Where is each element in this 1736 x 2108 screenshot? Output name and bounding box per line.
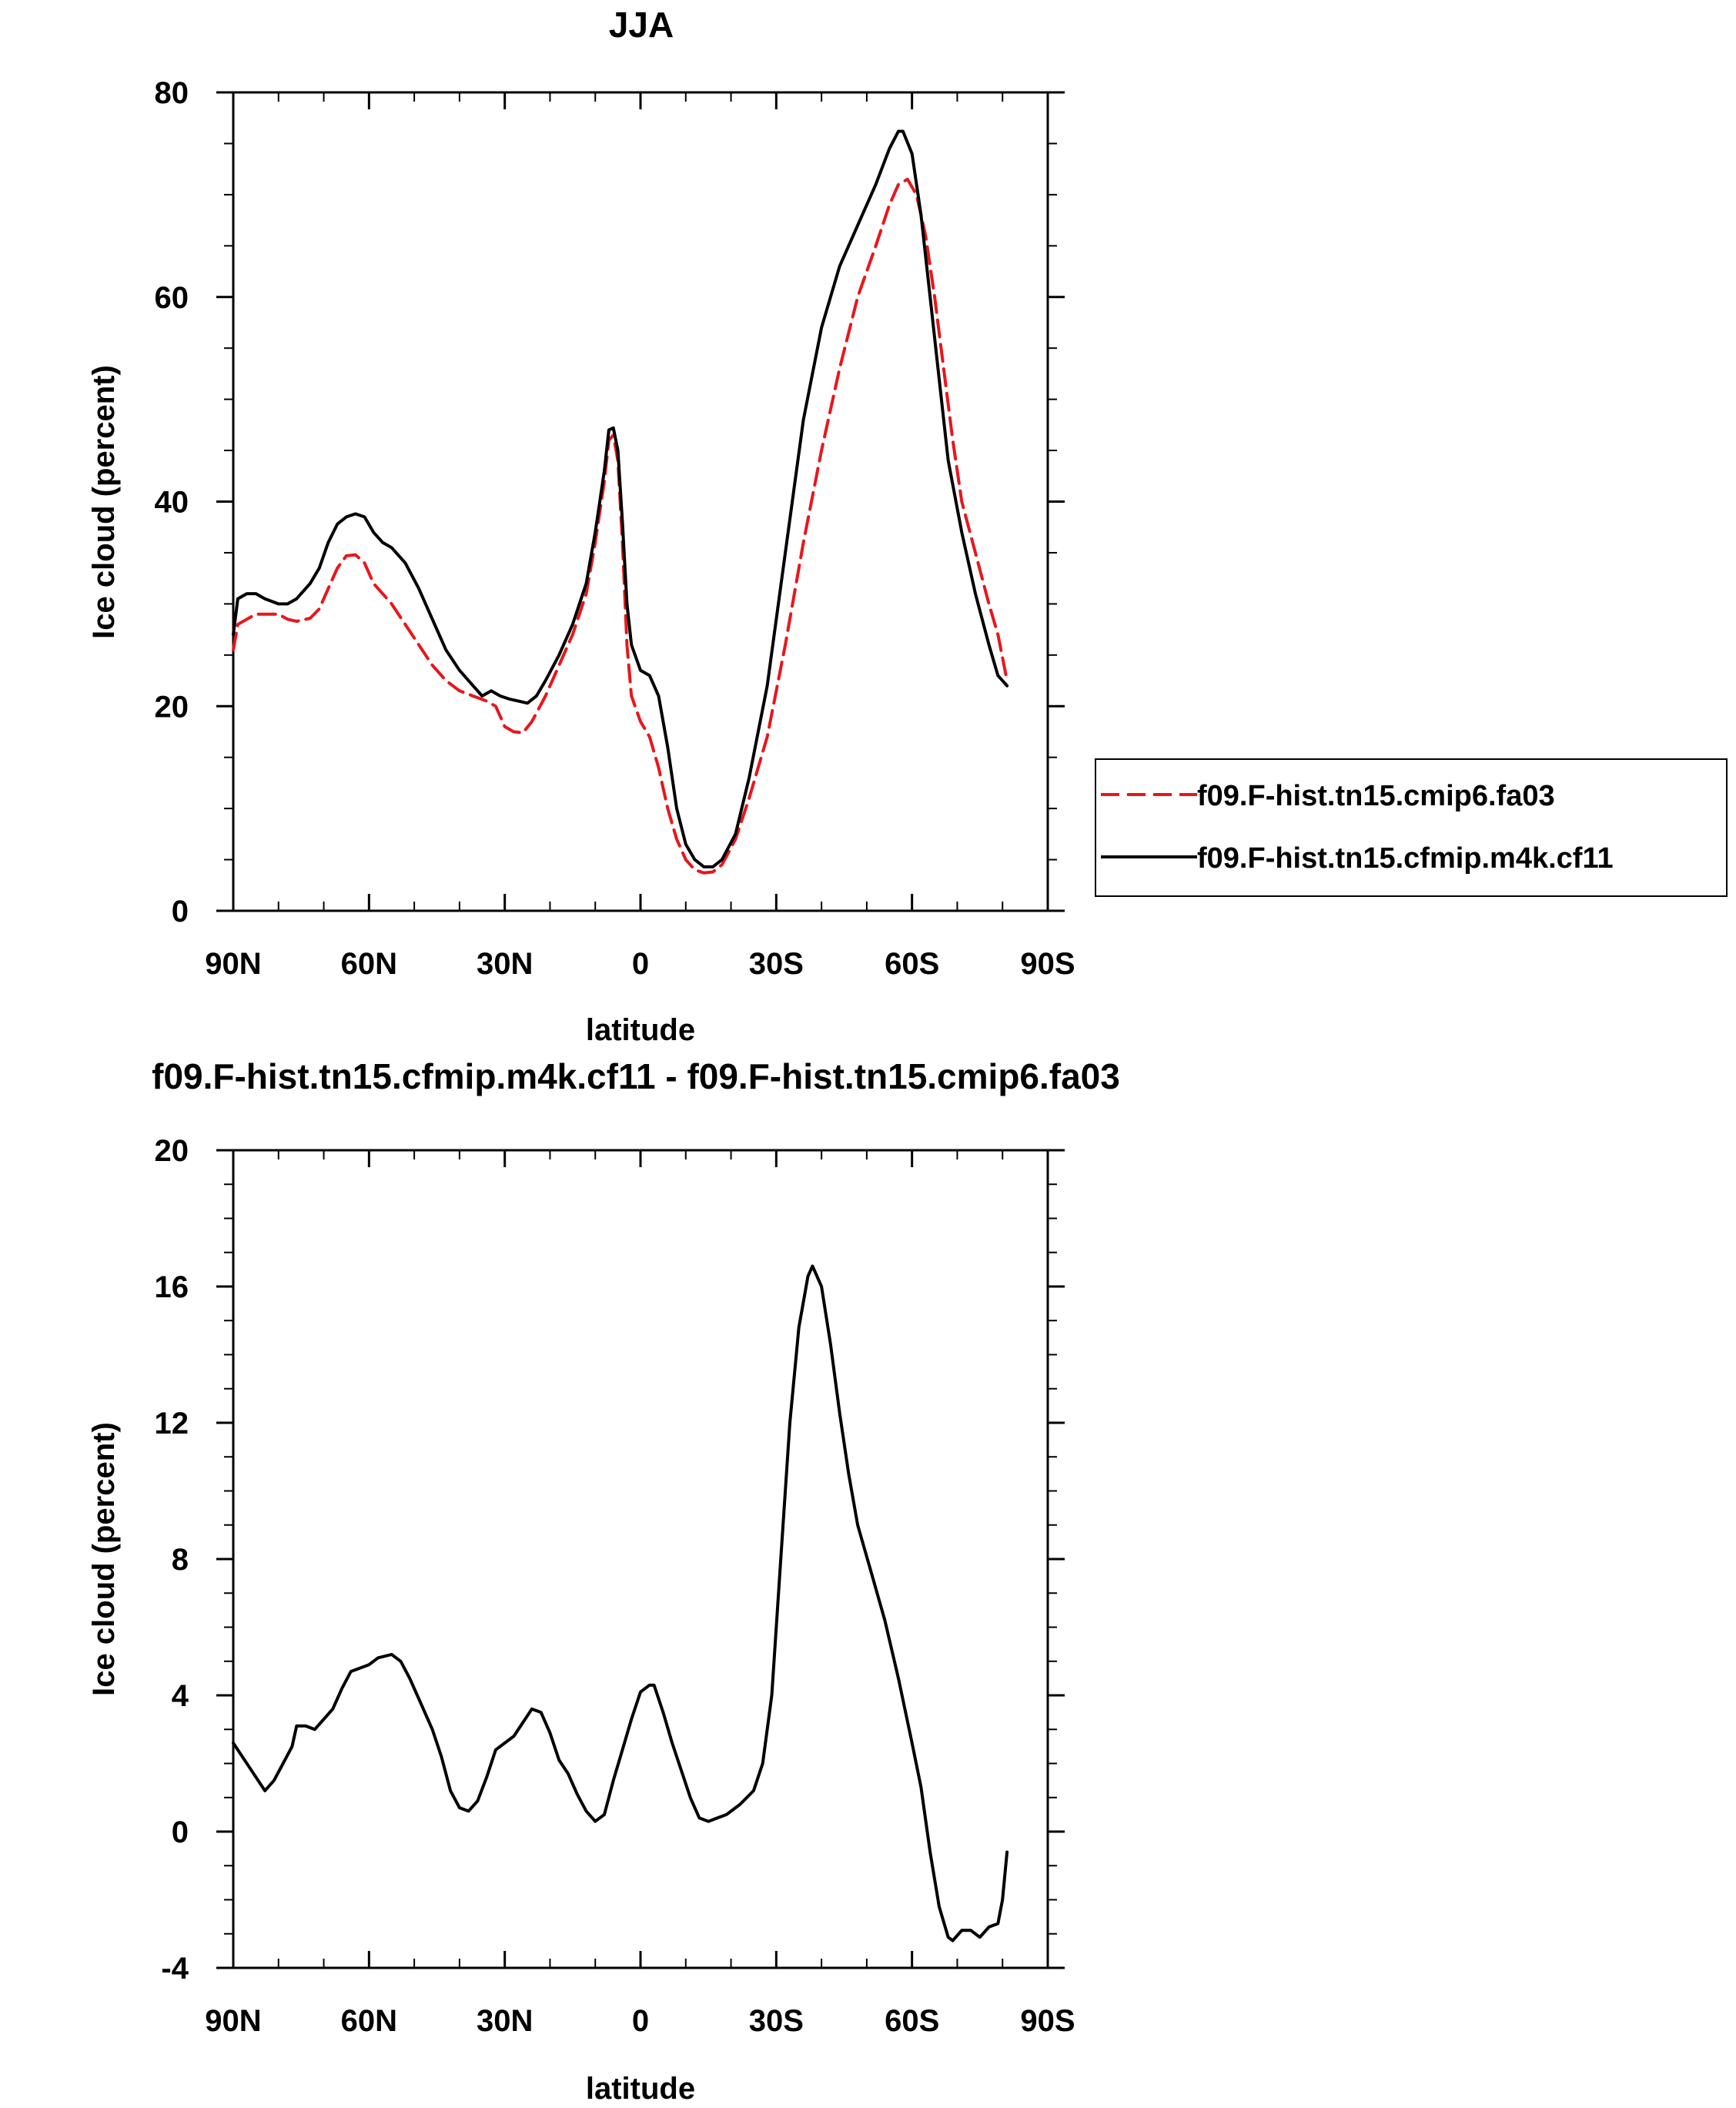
y-tick-label: 12	[155, 1407, 189, 1440]
x-tick-label: 0	[632, 947, 649, 981]
y-tick-label: 0	[172, 895, 189, 929]
top-plot-frame	[232, 91, 1049, 912]
x-tick-label: 90N	[205, 2004, 261, 2038]
x-tick-label: 90S	[1020, 947, 1075, 981]
y-tick-label: -4	[161, 1952, 189, 1986]
bottom-y-tick-labels: -4 0 4 8 12 16 20	[155, 1134, 189, 1986]
top-axis-ticks	[216, 91, 1065, 912]
x-tick-label: 0	[632, 2004, 649, 2038]
bottom-x-axis-label: latitude	[586, 2072, 695, 2106]
legend: f09.F-hist.tn15.cmip6.fa03 f09.F-hist.tn…	[1095, 758, 1728, 897]
x-tick-label: 60N	[341, 2004, 397, 2038]
bottom-y-axis-label: Ice cloud (percent)	[87, 1422, 121, 1696]
y-tick-label: 4	[172, 1679, 189, 1713]
y-tick-label: 20	[155, 690, 189, 724]
series-line-second	[232, 129, 1009, 868]
legend-label-m4k: f09.F-hist.tn15.cfmip.m4k.cf11	[1197, 842, 1614, 875]
x-tick-label: 60N	[341, 947, 397, 981]
y-tick-label: 40	[155, 486, 189, 520]
y-tick-label: 60	[155, 281, 189, 315]
x-tick-label: 30N	[477, 947, 533, 981]
top-gridless-plot-area	[216, 91, 1065, 912]
x-tick-label: 30S	[749, 947, 804, 981]
series-line-first	[232, 1264, 1009, 1942]
top-y-tick-labels: 0 20 40 60 80	[155, 76, 189, 929]
top-chart-title: JJA	[609, 5, 674, 45]
x-tick-label: 90N	[205, 947, 261, 981]
series-line-first	[232, 177, 1009, 875]
top-x-axis-label: latitude	[586, 1013, 695, 1047]
top-x-tick-labels: 90N 60N 30N 0 30S 60S 90S	[205, 947, 1075, 981]
y-tick-label: 8	[172, 1543, 189, 1577]
x-tick-label: 90S	[1020, 2004, 1075, 2038]
legend-box	[1095, 758, 1728, 897]
top-y-axis-label: Ice cloud (percent)	[87, 365, 121, 639]
bottom-chart-title: f09.F-hist.tn15.cfmip.m4k.cf11 - f09.F-h…	[152, 1056, 1120, 1096]
bottom-axis-ticks	[216, 1149, 1065, 1969]
bottom-series-group	[232, 1264, 1009, 1942]
x-tick-label: 30S	[749, 2004, 804, 2038]
x-tick-label: 30N	[477, 2004, 533, 2038]
y-tick-label: 16	[155, 1270, 189, 1304]
y-tick-label: 20	[155, 1134, 189, 1168]
x-tick-label: 60S	[885, 2004, 939, 2038]
legend-label-cmip6: f09.F-hist.tn15.cmip6.fa03	[1197, 780, 1555, 812]
bottom-x-tick-labels: 90N 60N 30N 0 30S 60S 90S	[205, 2004, 1075, 2038]
y-tick-label: 0	[172, 1815, 189, 1849]
bottom-plot-frame	[232, 1149, 1049, 1969]
panel-top: JJA 90N 60N 30N 0 30S 60S 90S 0 20 40 60 80 latitu…	[87, 5, 1728, 1047]
top-series-group	[232, 129, 1009, 875]
panel-bottom: f09.F-hist.tn15.cfmip.m4k.cf11 - f09.F-h…	[87, 1056, 1120, 2106]
x-tick-label: 60S	[885, 947, 939, 981]
y-tick-label: 80	[155, 76, 189, 110]
